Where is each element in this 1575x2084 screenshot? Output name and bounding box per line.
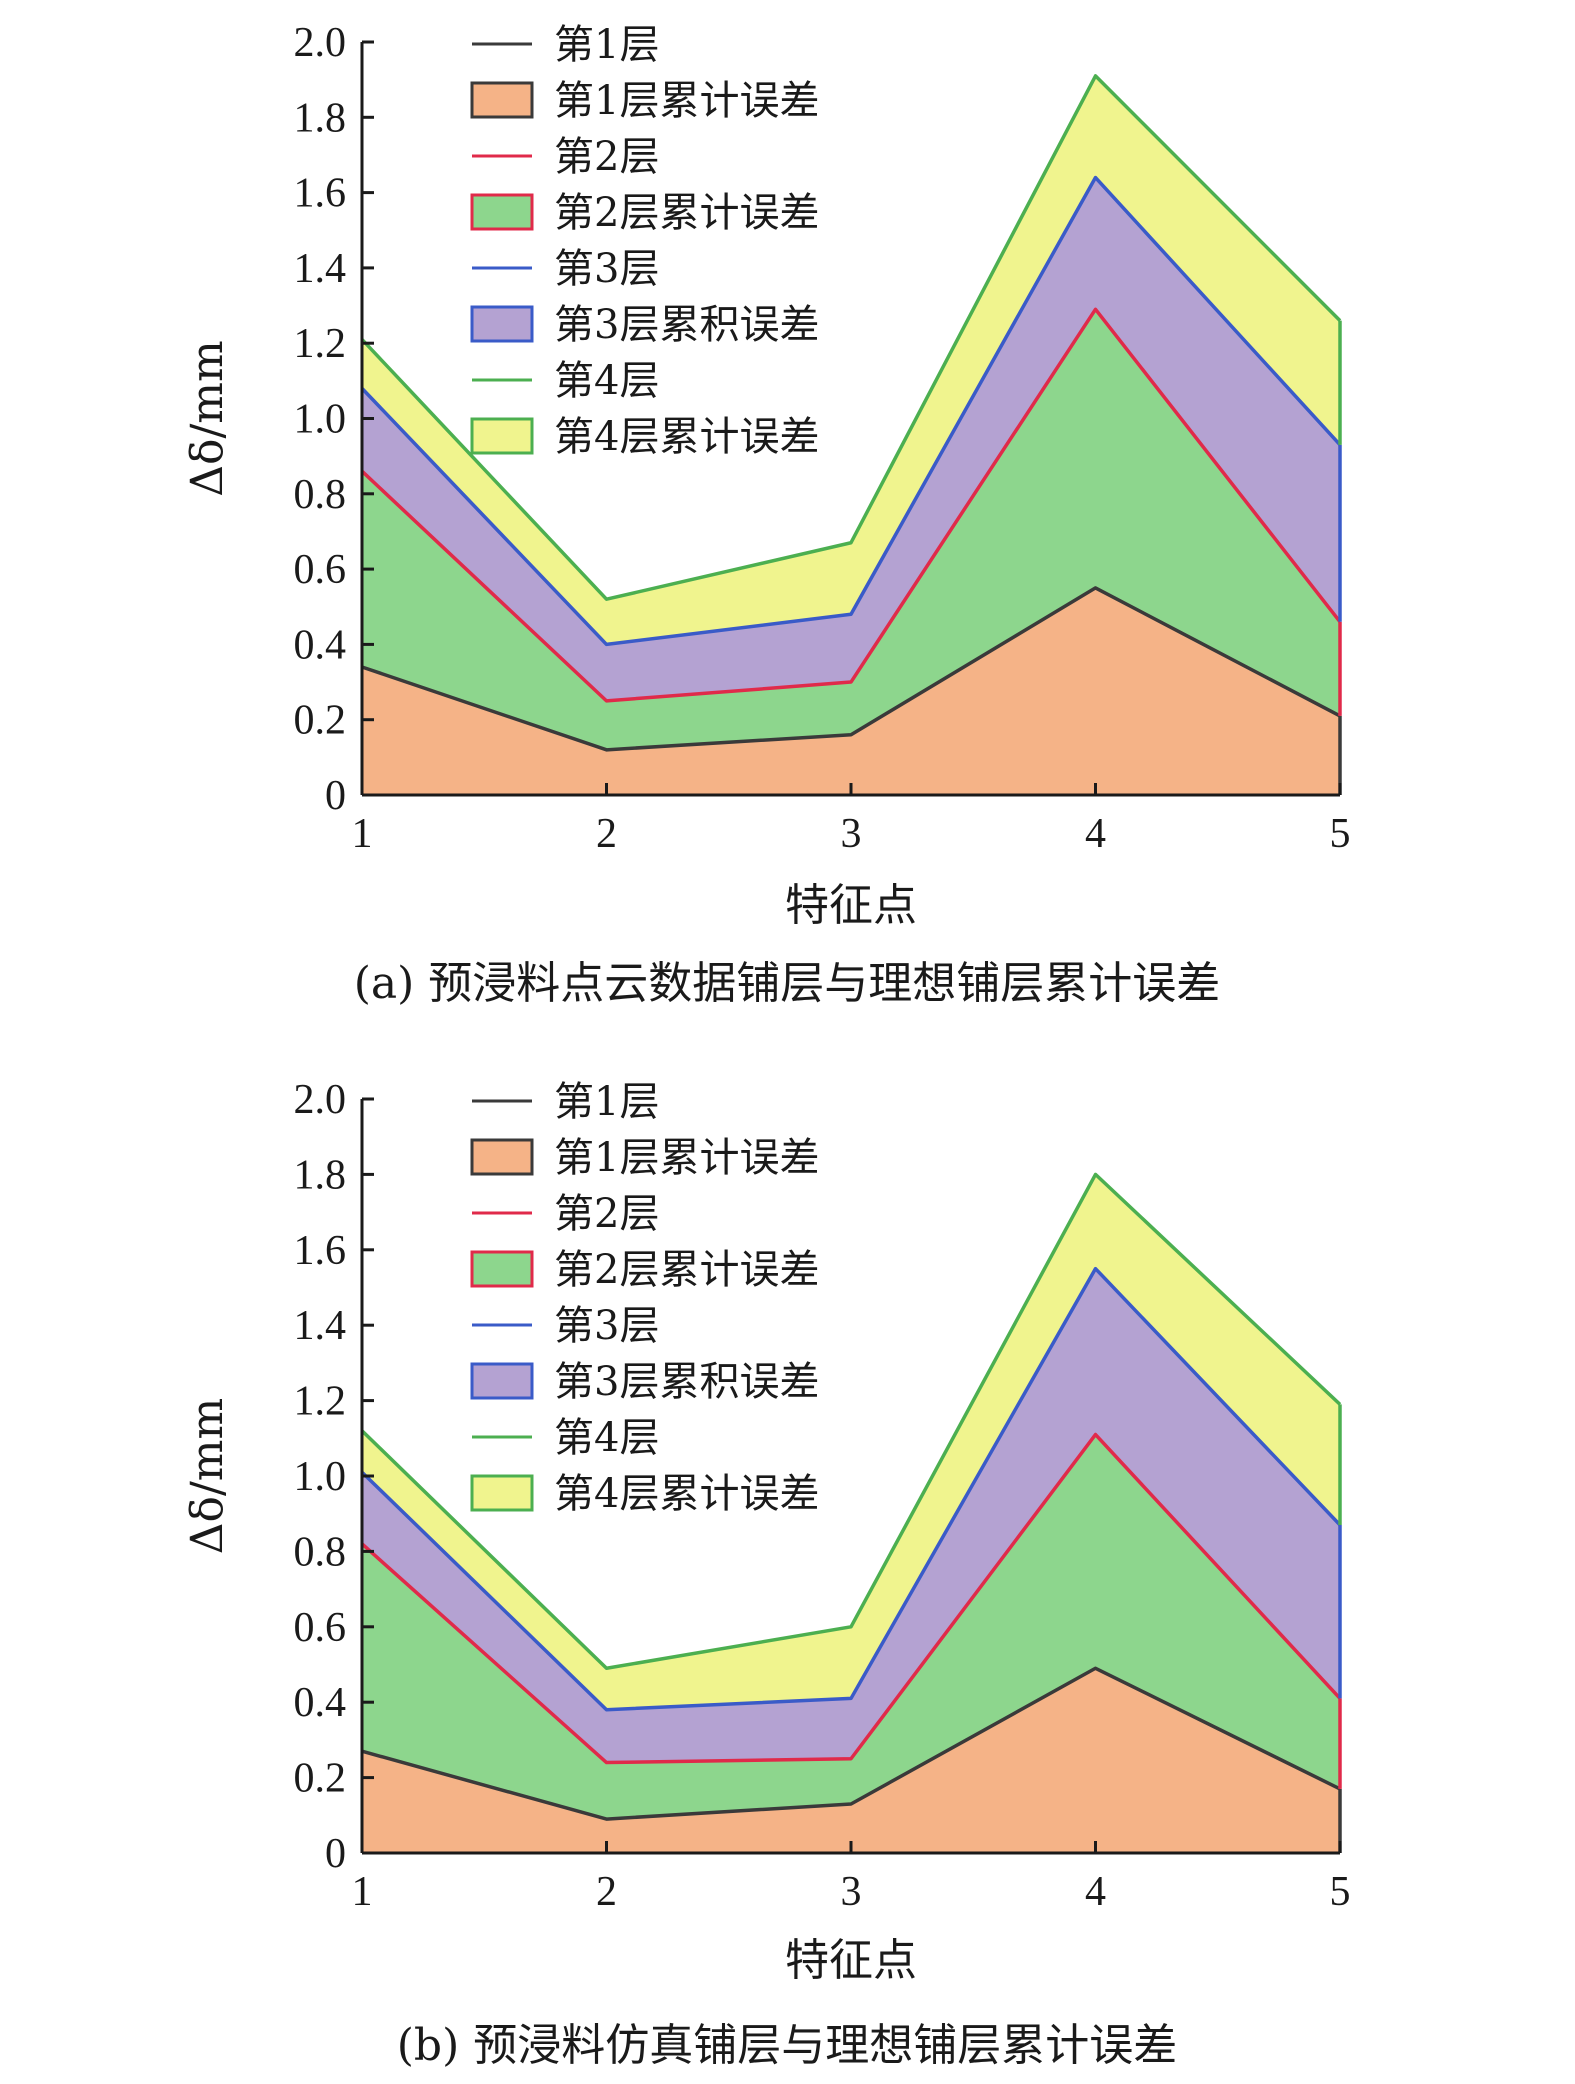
y-tick-label: 1.6 xyxy=(294,171,347,217)
legend-label: 第2层 xyxy=(554,134,659,180)
legend-area-swatch xyxy=(470,1474,534,1512)
y-tick-label: 0 xyxy=(325,773,346,819)
x-axis-label: 特征点 xyxy=(785,1935,917,1986)
y-tick-label: 0 xyxy=(325,1831,346,1877)
x-tick-label: 3 xyxy=(841,1869,862,1915)
legend-label: 第4层累计误差 xyxy=(554,414,819,460)
y-tick-label: 1.2 xyxy=(294,1379,347,1425)
legend-area-swatch xyxy=(470,81,534,119)
line-layer-1 xyxy=(361,586,1341,752)
legend-area-swatch xyxy=(470,305,534,343)
y-tick-label: 1.6 xyxy=(294,1228,347,1274)
y-axis-label: Δδ/mm xyxy=(182,1398,233,1555)
legend-label: 第2层累计误差 xyxy=(554,190,819,236)
y-axis-label: Δδ/mm xyxy=(182,340,233,497)
line-layer-4 xyxy=(360,1172,1342,1671)
y-tick-label: 2.0 xyxy=(294,20,347,66)
y-tick-label: 1.8 xyxy=(294,95,347,141)
x-tick-label: 4 xyxy=(1085,1869,1106,1915)
y-tick-label: 0.4 xyxy=(294,1680,347,1726)
chart-panel-a: 0 0.2 0.4 0.6 0.8 1.0 1.2 1.4 1.6 1.8 2.0 1 2 3 4 5 特征点 Δ… xyxy=(182,20,1351,1009)
legend-label: 第1层累计误差 xyxy=(554,1135,819,1181)
x-axis-label: 特征点 xyxy=(785,880,917,931)
x-tick-label: 1 xyxy=(352,1869,373,1915)
y-tick-label: 0.2 xyxy=(294,1756,347,1802)
line-layer-4 xyxy=(360,74,1342,601)
legend-area-swatch xyxy=(470,1362,534,1400)
legend-area-swatch xyxy=(470,1138,534,1176)
legend-label: 第2层 xyxy=(554,1191,659,1237)
y-tick-label: 0.8 xyxy=(294,472,347,518)
legend-label: 第1层累计误差 xyxy=(554,78,819,124)
area-layer-1 xyxy=(362,587,1340,795)
y-tick-label: 1.2 xyxy=(294,321,347,367)
y-tick-label: 1.4 xyxy=(294,1303,347,1349)
x-tick-label: 1 xyxy=(352,811,373,857)
y-tick-label: 0.2 xyxy=(294,698,347,744)
legend-label: 第3层 xyxy=(554,246,659,292)
x-tick-label: 5 xyxy=(1330,811,1351,857)
legend-label: 第3层累积误差 xyxy=(554,1359,819,1405)
y-tick-label: 0.6 xyxy=(294,1605,347,1651)
x-tick-label: 5 xyxy=(1330,1869,1351,1915)
legend-label: 第3层 xyxy=(554,1303,659,1349)
x-tick-label: 2 xyxy=(596,811,617,857)
legend-label: 第4层 xyxy=(554,1415,659,1461)
line-layer-2 xyxy=(360,307,1342,703)
legend-label: 第1层 xyxy=(554,22,659,68)
line-layer-2 xyxy=(360,1432,1342,1765)
y-tick-label: 1.4 xyxy=(294,246,347,292)
x-tick-label: 4 xyxy=(1085,811,1106,857)
legend-area-swatch xyxy=(470,1250,534,1288)
line-layer-3 xyxy=(360,175,1342,647)
figure-caption: (b) 预浸料仿真铺层与理想铺层累计误差 xyxy=(397,2020,1177,2071)
x-tick-label: 3 xyxy=(841,811,862,857)
y-tick-label: 0.6 xyxy=(294,547,347,593)
y-tick-label: 0.8 xyxy=(294,1529,347,1575)
legend-label: 第1层 xyxy=(554,1079,659,1125)
legend-label: 第2层累计误差 xyxy=(554,1247,819,1293)
line-layer-1 xyxy=(361,1666,1341,1821)
legend-label: 第3层累积误差 xyxy=(554,302,819,348)
y-tick-label: 1.0 xyxy=(294,397,347,443)
figure-caption: (a) 预浸料点云数据铺层与理想铺层累计误差 xyxy=(354,958,1221,1009)
x-tick-label: 2 xyxy=(596,1869,617,1915)
area-layer-1 xyxy=(362,1668,1340,1853)
legend-label: 第4层累计误差 xyxy=(554,1471,819,1517)
legend-label: 第4层 xyxy=(554,358,659,404)
legend-area-swatch xyxy=(470,417,534,455)
y-tick-label: 1.0 xyxy=(294,1454,347,1500)
legend-area-swatch xyxy=(470,193,534,231)
chart-panel-b: 0 0.2 0.4 0.6 0.8 1.0 1.2 1.4 1.6 1.8 2.0 1 2 3 4 5 特征点 Δ… xyxy=(182,1077,1351,2071)
y-tick-label: 1.8 xyxy=(294,1152,347,1198)
line-layer-3 xyxy=(360,1266,1342,1712)
y-tick-label: 2.0 xyxy=(294,1077,347,1123)
y-tick-label: 0.4 xyxy=(294,622,347,668)
